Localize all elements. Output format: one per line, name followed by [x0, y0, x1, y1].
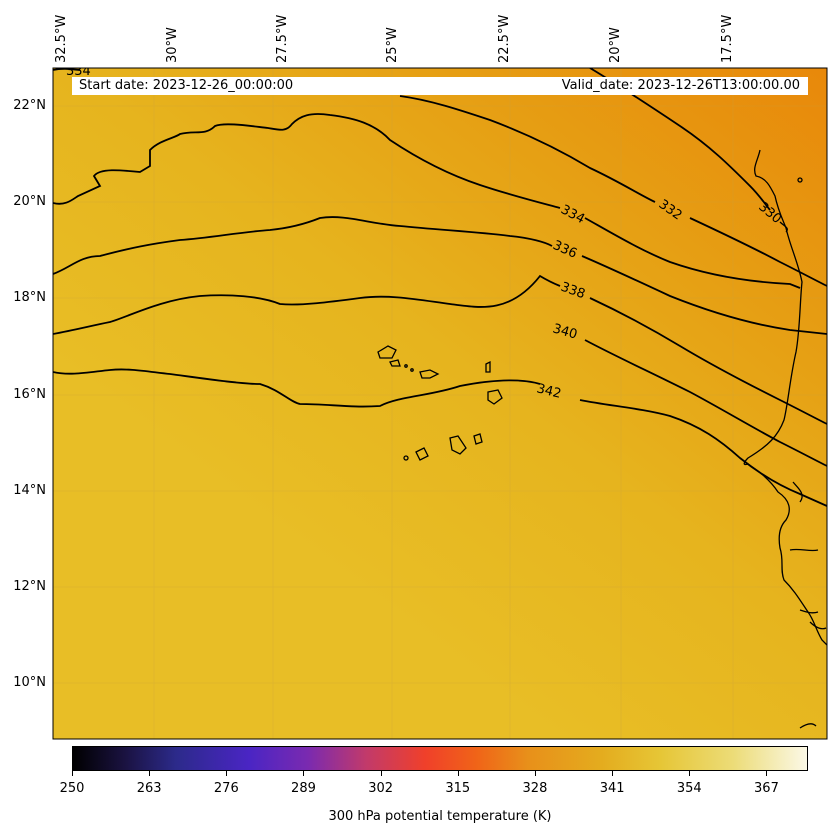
- colorbar-tick-label: 328: [522, 781, 548, 796]
- lon-label: 22.5°W: [497, 14, 512, 63]
- contour-342: [579, 399, 827, 507]
- lat-label: 18°N: [13, 290, 46, 305]
- colorbar-label: 300 hPa potential temperature (K): [328, 809, 552, 824]
- island: [404, 364, 408, 368]
- colorbar-tick-label: 289: [291, 781, 316, 796]
- contour-lines: [53, 68, 827, 507]
- lon-label: 17.5°W: [720, 14, 735, 63]
- colorbar-tickmark: [226, 771, 228, 776]
- colorbar-tickmark: [380, 771, 382, 776]
- date-info-box: Start date: 2023-12-26_00:00:00 Valid_da…: [72, 77, 808, 95]
- contour-332: [399, 95, 656, 203]
- colorbar-tickmark: [534, 771, 536, 776]
- colorbar-tickmark: [612, 771, 614, 776]
- map-frame: [52, 67, 828, 740]
- colorbar-tick-label: 276: [213, 781, 239, 796]
- island: [403, 455, 409, 461]
- colorbar-tickmark: [149, 771, 151, 776]
- lat-label: 12°N: [13, 579, 46, 594]
- island: [377, 345, 397, 359]
- lon-label: 27.5°W: [275, 14, 290, 63]
- start-date: Start date: 2023-12-26_00:00:00: [79, 78, 294, 93]
- valid-date: Valid_date: 2023-12-26T13:00:00.00: [561, 78, 800, 93]
- colorbar-tick-label: 341: [599, 781, 625, 796]
- contour-label: 342: [535, 381, 563, 402]
- lon-label: 32.5°W: [54, 14, 69, 63]
- contour-340: [53, 368, 541, 408]
- lat-label: 16°N: [13, 387, 46, 402]
- island: [449, 435, 467, 455]
- island: [487, 389, 503, 405]
- colorbar-tick-label: 354: [676, 781, 702, 796]
- lat-label: 20°N: [13, 194, 46, 209]
- africa-coastline: [743, 149, 827, 646]
- colorbar-tick-label: 367: [754, 781, 779, 796]
- colorbar-tickmark: [689, 771, 691, 776]
- island: [389, 359, 401, 367]
- island: [485, 360, 491, 373]
- lon-label: 20°W: [608, 27, 623, 63]
- contour-label: 334: [66, 64, 91, 79]
- lon-label: 25°W: [385, 27, 400, 63]
- island: [415, 447, 429, 461]
- contour-334: [53, 113, 561, 209]
- colorbar-tickmark: [72, 771, 73, 776]
- lat-label: 14°N: [13, 483, 46, 498]
- coastlines: [377, 149, 827, 729]
- temperature-field: [53, 68, 827, 739]
- lat-label: 22°N: [13, 98, 46, 113]
- colorbar-tickmark: [766, 771, 768, 776]
- contour-label: 340: [551, 321, 579, 342]
- colorbar-tickmark: [457, 771, 459, 776]
- colorbar-tickmark: [303, 771, 305, 776]
- colorbar-tick-label: 302: [368, 781, 394, 796]
- lat-label: 10°N: [13, 675, 46, 690]
- lon-label: 30°W: [165, 27, 180, 63]
- colorbar-tick-label: 315: [445, 781, 471, 796]
- island: [419, 369, 440, 379]
- island: [473, 433, 483, 445]
- island: [410, 368, 414, 372]
- contour-338: [53, 274, 561, 335]
- colorbar-tick-label: 250: [59, 781, 85, 796]
- colorbar-tick-label: 263: [136, 781, 162, 796]
- contour-334-nw: [53, 68, 81, 71]
- colorbar: [72, 746, 808, 771]
- contour-336: [53, 216, 553, 275]
